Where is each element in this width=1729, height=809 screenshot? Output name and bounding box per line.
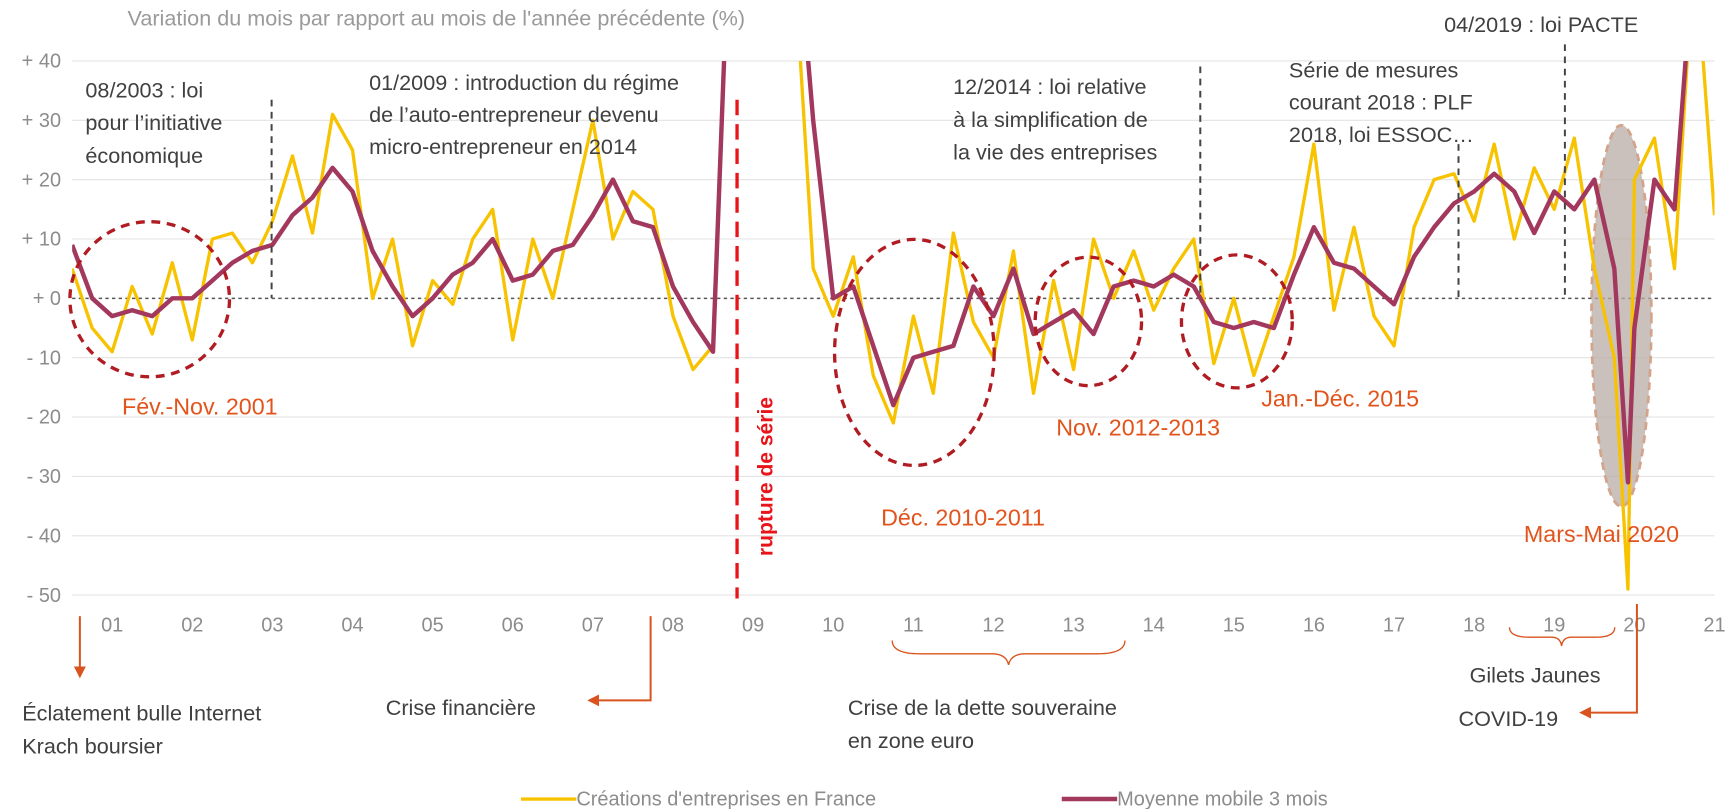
x-tick-label: 09: [742, 615, 764, 637]
x-tick-label: 11: [903, 615, 924, 637]
period-circle: [1179, 253, 1294, 390]
arrow: [1579, 603, 1638, 719]
x-tick-label: 10: [822, 615, 844, 637]
event-lines: [270, 44, 1566, 299]
annotations: Créations d'entreprises en France Moyenne…: [22, 12, 1679, 809]
x-tick-label: 20: [1623, 615, 1645, 637]
y-tick-label: + 40: [22, 51, 61, 73]
brace: [1508, 627, 1616, 647]
x-tick-label: 12: [982, 615, 1004, 637]
x-tick-label: 16: [1303, 615, 1325, 637]
annotation: courant 2018 : PLF: [1289, 90, 1473, 115]
annotation: de l’auto-entrepreneur devenu: [369, 102, 659, 127]
event-label: Krach boursier: [22, 734, 163, 759]
y-tick-label: - 30: [27, 466, 61, 488]
annotation: 08/2003 : loi: [85, 78, 203, 103]
annotation: la vie des entreprises: [953, 140, 1157, 165]
rupture-label: rupture de série: [755, 397, 778, 556]
covid-highlight: [1590, 123, 1653, 508]
y-tick-label: + 10: [22, 229, 61, 251]
annotation: économique: [85, 143, 203, 168]
y-tick-label: + 30: [22, 110, 61, 132]
period-circles: [68, 219, 1294, 468]
y-tick-label: + 0: [33, 288, 61, 310]
y-tick-label: + 20: [22, 169, 61, 191]
x-tick-label: 03: [261, 615, 283, 637]
annotation: 12/2014 : loi relative: [953, 74, 1146, 99]
annotation: micro-entrepreneur en 2014: [369, 134, 637, 159]
annotation: à la simplification de: [953, 107, 1148, 132]
legend-label: Créations d'entreprises en France: [576, 789, 876, 809]
event-label: Gilets Jaunes: [1470, 663, 1601, 688]
x-tick-label: 07: [582, 615, 604, 637]
x-tick-label: 13: [1062, 615, 1084, 637]
brace: [891, 640, 1126, 666]
legend-label: Moyenne mobile 3 mois: [1117, 789, 1328, 809]
x-tick-label: 19: [1543, 615, 1565, 637]
x-tick-label: 21: [1703, 615, 1725, 637]
x-tick-label: 01: [101, 615, 123, 637]
x-tick-label: 08: [662, 615, 684, 637]
annotation: 2018, loi ESSOC…: [1289, 122, 1474, 147]
x-tick-label: 04: [341, 615, 363, 637]
x-tick-label: 06: [502, 615, 524, 637]
period-label: Nov. 2012-2013: [1056, 415, 1220, 441]
series-line: [72, 60, 1688, 485]
annotation: 01/2009 : introduction du régime: [369, 70, 679, 95]
period-label: Fév.-Nov. 2001: [122, 393, 278, 419]
y-tick-label: - 40: [27, 525, 61, 547]
event-label: Éclatement bulle Internet: [22, 700, 261, 725]
chart-subtitle: Variation du mois par rapport au mois de…: [128, 5, 746, 30]
x-tick-label: 17: [1383, 615, 1405, 637]
series-group: [72, 60, 1715, 591]
period-circle: [832, 237, 996, 468]
x-tick-label: 14: [1143, 615, 1165, 637]
event-label: COVID-19: [1459, 706, 1559, 731]
series-line: [72, 60, 1715, 591]
period-circle: [68, 219, 232, 379]
x-tick-label: 18: [1463, 615, 1485, 637]
x-tick-label: 02: [181, 615, 203, 637]
period-label: Jan.-Déc. 2015: [1261, 386, 1419, 412]
annotation: 04/2019 : loi PACTE: [1444, 12, 1638, 37]
arrow: [587, 616, 652, 707]
annotation: pour l’initiative: [85, 110, 222, 135]
event-label: en zone euro: [848, 728, 974, 753]
period-label: Déc. 2010-2011: [881, 504, 1045, 530]
period-circle: [1033, 255, 1144, 388]
event-label: Crise de la dette souveraine: [848, 695, 1117, 720]
y-tick-label: - 20: [27, 407, 61, 429]
y-tick-label: - 50: [27, 585, 61, 607]
period-label: Mars-Mai 2020: [1524, 521, 1679, 547]
x-tick-label: 15: [1223, 615, 1245, 637]
annotation: Série de mesures: [1289, 58, 1459, 83]
y-tick-label: - 10: [27, 347, 61, 369]
event-label: Crise financière: [386, 695, 536, 720]
event-arrows: [73, 603, 1638, 719]
x-tick-label: 05: [422, 615, 444, 637]
